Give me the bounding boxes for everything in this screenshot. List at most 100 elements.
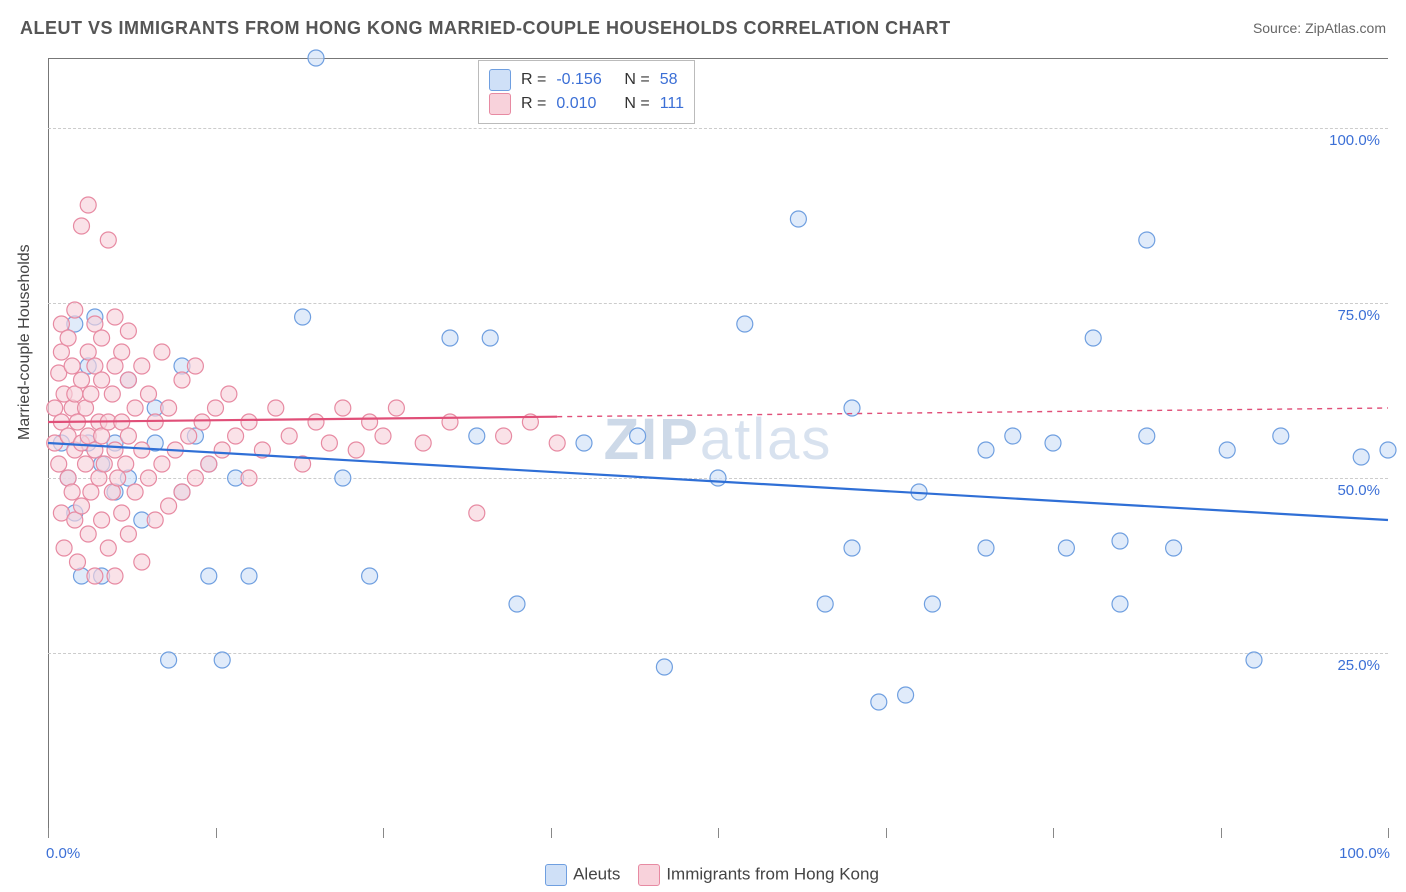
data-point <box>1112 533 1128 549</box>
chart-title: ALEUT VS IMMIGRANTS FROM HONG KONG MARRI… <box>20 18 951 38</box>
data-point <box>348 442 364 458</box>
data-point <box>362 568 378 584</box>
y-axis-label: Married-couple Households <box>16 244 34 440</box>
data-point <box>898 687 914 703</box>
data-point <box>64 484 80 500</box>
data-point <box>134 358 150 374</box>
legend-row: R =0.010N =111 <box>489 93 684 115</box>
data-point <box>87 568 103 584</box>
data-point <box>107 309 123 325</box>
data-point <box>161 652 177 668</box>
data-point <box>790 211 806 227</box>
data-point <box>656 659 672 675</box>
data-point <box>482 330 498 346</box>
data-point <box>120 323 136 339</box>
data-point <box>120 428 136 444</box>
data-point <box>154 344 170 360</box>
data-point <box>1139 428 1155 444</box>
data-point <box>241 470 257 486</box>
data-point <box>83 484 99 500</box>
data-point <box>1273 428 1289 444</box>
legend-swatch <box>489 69 511 91</box>
data-point <box>147 512 163 528</box>
data-point <box>221 386 237 402</box>
data-point <box>978 442 994 458</box>
legend-label: Immigrants from Hong Kong <box>666 864 879 883</box>
data-point <box>1246 652 1262 668</box>
data-point <box>871 694 887 710</box>
legend-swatch <box>489 93 511 115</box>
data-point <box>1139 232 1155 248</box>
data-point <box>737 316 753 332</box>
scatter-svg <box>48 58 1388 828</box>
footer-legend: AleutsImmigrants from Hong Kong <box>0 864 1406 886</box>
data-point <box>630 428 646 444</box>
data-point <box>64 358 80 374</box>
data-point <box>241 568 257 584</box>
data-point <box>308 50 324 66</box>
data-point <box>174 484 190 500</box>
y-tick-label: 50.0% <box>1337 482 1380 499</box>
x-tick <box>1053 828 1054 838</box>
data-point <box>187 470 203 486</box>
data-point <box>1219 442 1235 458</box>
data-point <box>134 442 150 458</box>
data-point <box>74 498 90 514</box>
data-point <box>134 554 150 570</box>
data-point <box>375 428 391 444</box>
trend-line-extrapolated <box>557 408 1388 417</box>
data-point <box>469 428 485 444</box>
data-point <box>978 540 994 556</box>
data-point <box>94 330 110 346</box>
data-point <box>576 435 592 451</box>
legend-swatch <box>545 864 567 886</box>
source-attribution: Source: ZipAtlas.com <box>1253 20 1386 36</box>
data-point <box>817 596 833 612</box>
x-axis-min-label: 0.0% <box>46 845 80 862</box>
data-point <box>214 652 230 668</box>
data-point <box>308 414 324 430</box>
plot-area: ZIPatlas R =-0.156N =58R =0.010N =111 25… <box>48 58 1388 828</box>
x-tick <box>718 828 719 838</box>
data-point <box>94 512 110 528</box>
data-point <box>114 344 130 360</box>
x-axis-max-label: 100.0% <box>1339 845 1390 862</box>
data-point <box>442 414 458 430</box>
data-point <box>161 498 177 514</box>
data-point <box>120 372 136 388</box>
data-point <box>469 505 485 521</box>
data-point <box>924 596 940 612</box>
data-point <box>1058 540 1074 556</box>
n-label: N = <box>624 95 649 113</box>
data-point <box>201 456 217 472</box>
data-point <box>388 400 404 416</box>
n-value: 111 <box>660 95 684 113</box>
data-point <box>100 232 116 248</box>
x-tick <box>1221 828 1222 838</box>
data-point <box>141 470 157 486</box>
x-tick <box>216 828 217 838</box>
data-point <box>509 596 525 612</box>
correlation-legend: R =-0.156N =58R =0.010N =111 <box>478 60 695 124</box>
r-label: R = <box>521 71 546 89</box>
data-point <box>710 470 726 486</box>
n-label: N = <box>624 71 649 89</box>
data-point <box>120 526 136 542</box>
r-value: 0.010 <box>556 95 614 113</box>
data-point <box>104 386 120 402</box>
r-value: -0.156 <box>556 71 614 89</box>
data-point <box>1005 428 1021 444</box>
data-point <box>107 442 123 458</box>
data-point <box>214 442 230 458</box>
data-point <box>496 428 512 444</box>
x-tick <box>886 828 887 838</box>
data-point <box>1112 596 1128 612</box>
data-point <box>335 400 351 416</box>
data-point <box>69 554 85 570</box>
data-point <box>281 428 297 444</box>
data-point <box>187 358 203 374</box>
data-point <box>1353 449 1369 465</box>
data-point <box>201 568 217 584</box>
data-point <box>194 414 210 430</box>
data-point <box>74 218 90 234</box>
